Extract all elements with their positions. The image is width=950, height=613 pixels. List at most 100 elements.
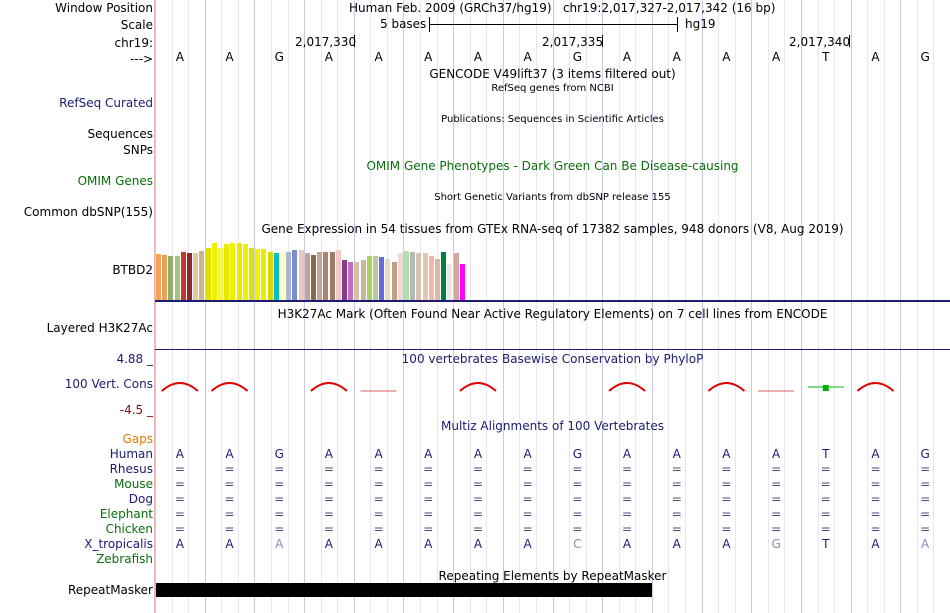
gtex-tissue-bar[interactable] <box>311 255 316 300</box>
alignment-base: A <box>622 537 632 551</box>
sequences-label[interactable]: Sequences <box>87 127 153 141</box>
gtex-tissue-bar[interactable] <box>422 253 428 300</box>
gtex-tissue-bar[interactable] <box>199 251 205 300</box>
conservation-plot[interactable] <box>0 378 950 398</box>
gtex-tissue-bar[interactable] <box>168 256 174 300</box>
gtex-tissue-bar[interactable] <box>354 262 360 300</box>
tick-label-1: 2,017,330 <box>295 35 357 49</box>
scale-bar-left-tick <box>429 17 430 32</box>
repeat-element-block[interactable] <box>156 583 652 597</box>
gtex-tissue-bar[interactable] <box>174 256 180 300</box>
refseq-label[interactable]: RefSeq Curated <box>59 96 153 110</box>
gtex-tissue-bar[interactable] <box>397 253 403 300</box>
gtex-tissue-bar[interactable] <box>459 264 465 300</box>
omim-title[interactable]: OMIM Gene Phenotypes - Dark Green Can Be… <box>366 159 739 173</box>
alignment-base: G <box>920 447 930 461</box>
species-label[interactable]: Mouse <box>114 477 153 491</box>
gtex-tissue-bar[interactable] <box>236 243 242 300</box>
alignment-match: = <box>323 462 334 476</box>
gtex-tissue-bar[interactable] <box>385 259 391 300</box>
dbsnp-label[interactable]: Common dbSNP(155) <box>23 205 153 219</box>
alignment-match: = <box>671 522 682 536</box>
scale-label: Scale <box>120 18 153 32</box>
gtex-tissue-bar[interactable] <box>298 250 304 300</box>
h3k27ac-label[interactable]: Layered H3K27Ac <box>46 321 153 335</box>
gtex-tissue-bar[interactable] <box>323 252 329 300</box>
gtex-tissue-bar[interactable] <box>428 256 434 300</box>
refseq-title[interactable]: RefSeq genes from NCBI <box>491 83 614 94</box>
alignment-match: = <box>522 492 533 506</box>
base-letter: A <box>871 50 880 64</box>
cons-title[interactable]: 100 vertebrates Basewise Conservation by… <box>401 352 704 366</box>
gtex-tissue-bar[interactable] <box>329 252 335 300</box>
gtex-tissue-bar[interactable] <box>435 259 440 300</box>
alignment-match: = <box>224 522 235 536</box>
cons-label[interactable]: 100 Vert. Cons <box>64 377 153 391</box>
repeat-label[interactable]: RepeatMasker <box>67 583 153 597</box>
gtex-tissue-bar[interactable] <box>280 253 285 300</box>
gtex-tissue-bar[interactable] <box>441 252 447 300</box>
gtex-tissue-bar[interactable] <box>162 255 168 300</box>
gtex-tissue-bar[interactable] <box>187 253 192 300</box>
alignment-match: = <box>323 522 334 536</box>
species-label[interactable]: Elephant <box>99 507 153 521</box>
gtex-tissue-bar[interactable] <box>366 256 372 300</box>
alignment-match: = <box>522 507 533 521</box>
gtex-tissue-bar[interactable] <box>410 252 416 300</box>
alignment-base: A <box>374 537 383 551</box>
gtex-tissue-bar[interactable] <box>404 251 409 300</box>
alignment-match: = <box>274 507 285 521</box>
gtex-tissue-bar[interactable] <box>360 260 366 300</box>
gtex-tissue-bar[interactable] <box>286 252 292 300</box>
species-label[interactable]: Dog <box>128 492 153 506</box>
gtex-tissue-bar[interactable] <box>211 243 217 300</box>
alignment-match: = <box>323 507 334 521</box>
gtex-tissue-bar[interactable] <box>447 264 453 300</box>
gtex-tissue-bar[interactable] <box>249 248 254 300</box>
multiz-title[interactable]: Multiz Alignments of 100 Vertebrates <box>440 419 665 433</box>
alignment-match: = <box>224 507 235 521</box>
gtex-tissue-bar[interactable] <box>348 262 354 300</box>
repeat-title[interactable]: Repeating Elements by RepeatMasker <box>438 569 667 583</box>
gtex-tissue-bar[interactable] <box>391 262 397 300</box>
gtex-tissue-bar[interactable] <box>453 253 459 300</box>
alignment-match: = <box>522 462 533 476</box>
gtex-tissue-bar[interactable] <box>242 244 248 300</box>
gtex-tissue-bar[interactable] <box>261 249 267 300</box>
gtex-tissue-bar[interactable] <box>218 248 223 300</box>
gtex-gene-label[interactable]: BTBD2 <box>112 263 153 277</box>
gtex-tissue-bar[interactable] <box>205 248 211 300</box>
gtex-tissue-bar[interactable] <box>193 253 199 300</box>
species-label[interactable]: Gaps <box>122 432 153 446</box>
species-label[interactable]: Human <box>109 447 153 461</box>
gtex-tissue-bar[interactable] <box>273 253 279 300</box>
snps-label[interactable]: SNPs <box>123 143 153 157</box>
omim-label[interactable]: OMIM Genes <box>77 174 153 188</box>
species-label[interactable]: Chicken <box>105 522 153 536</box>
publications-title[interactable]: Publications: Sequences in Scientific Ar… <box>441 114 664 125</box>
h3k27ac-title[interactable]: H3K27Ac Mark (Often Found Near Active Re… <box>277 307 828 321</box>
gtex-tissue-bar[interactable] <box>267 252 273 300</box>
species-label[interactable]: Zebrafish <box>96 552 153 566</box>
gtex-tissue-bar[interactable] <box>335 250 341 300</box>
dbsnp-title[interactable]: Short Genetic Variants from dbSNP releas… <box>434 192 671 203</box>
gtex-tissue-bar[interactable] <box>292 250 298 300</box>
gtex-tissue-bar[interactable] <box>317 252 323 300</box>
gtex-tissue-bar[interactable] <box>373 256 378 300</box>
gtex-tissue-bar[interactable] <box>304 253 310 300</box>
alignment-match: = <box>423 507 434 521</box>
gtex-tissue-bar[interactable] <box>416 253 422 300</box>
gtex-tissue-bar[interactable] <box>255 249 261 300</box>
gtex-tissue-bar[interactable] <box>156 254 161 300</box>
gencode-title[interactable]: GENCODE V49lift37 (3 items filtered out) <box>429 67 676 81</box>
gtex-tissue-bar[interactable] <box>379 257 385 300</box>
species-label[interactable]: Rhesus <box>109 462 153 476</box>
gtex-tissue-bar[interactable] <box>342 260 347 300</box>
species-label[interactable]: X_tropicalis <box>84 537 153 551</box>
alignment-match: = <box>622 477 633 491</box>
alignment-match: = <box>671 462 682 476</box>
gtex-tissue-bar[interactable] <box>230 243 236 300</box>
gtex-tissue-bar[interactable] <box>180 252 186 300</box>
gtex-title[interactable]: Gene Expression in 54 tissues from GTEx … <box>261 222 844 236</box>
gtex-tissue-bar[interactable] <box>224 244 230 300</box>
